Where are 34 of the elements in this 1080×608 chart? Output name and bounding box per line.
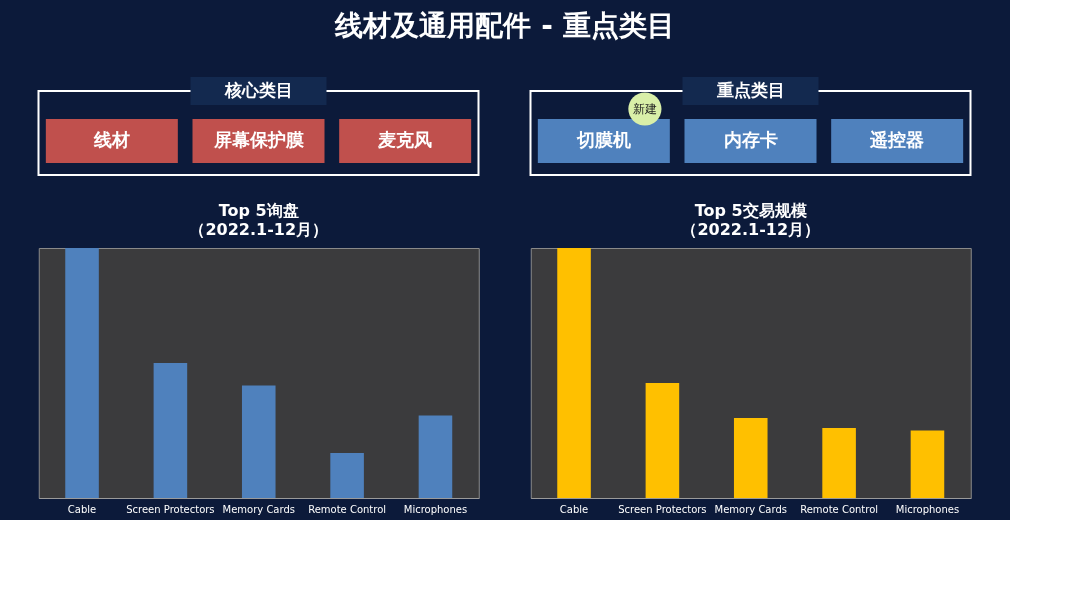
x-tick-label: Cable <box>67 503 97 515</box>
x-tick-label: Microphones <box>895 503 960 515</box>
category-label: 遥控器 <box>869 129 925 150</box>
chart-subtitle: （2022.1-12月） <box>189 220 329 239</box>
bar <box>330 453 364 498</box>
category-label: 线材 <box>92 129 130 150</box>
chart-title: Top 5交易规模 <box>694 201 807 220</box>
bar <box>822 428 856 498</box>
x-tick-label: Memory Cards <box>222 503 295 515</box>
text: 重点类目 <box>715 80 785 100</box>
bar <box>557 248 591 498</box>
category-label: 切膜机 <box>575 129 631 150</box>
bar <box>241 385 276 498</box>
category-label: 屏幕保护膜 <box>212 129 304 150</box>
x-tick-label: Screen Protectors <box>618 503 707 515</box>
x-tick-label: Cable <box>559 503 589 515</box>
text: 核心类目 <box>223 80 293 100</box>
bar <box>153 363 188 498</box>
bar <box>418 415 453 498</box>
x-tick-label: Remote Control <box>800 503 879 515</box>
bar <box>733 418 768 498</box>
bar <box>910 430 945 498</box>
chart-subtitle: （2022.1-12月） <box>681 220 821 239</box>
category-label: 内存卡 <box>723 129 778 150</box>
bar <box>65 248 99 498</box>
bar <box>645 383 680 498</box>
text: 新建 <box>632 102 657 116</box>
x-tick-label: Remote Control <box>308 503 387 515</box>
x-tick-label: Screen Protectors <box>126 503 215 515</box>
category-label: 麦克风 <box>377 129 433 150</box>
x-tick-label: Microphones <box>403 503 468 515</box>
x-tick-label: Memory Cards <box>714 503 787 515</box>
text: 线材及通用配件 - 重点类目 <box>334 9 675 42</box>
chart-title: Top 5询盘 <box>218 201 299 220</box>
